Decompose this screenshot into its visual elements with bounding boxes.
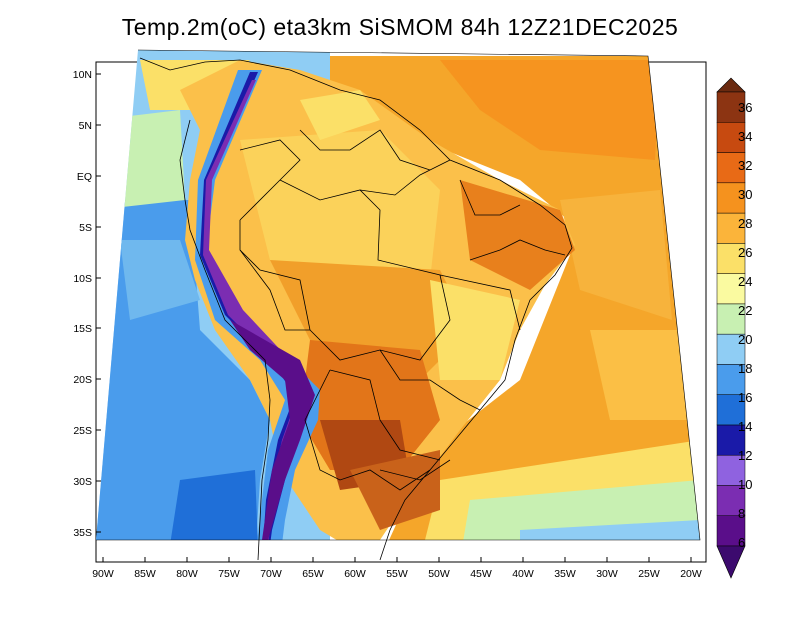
colorbar-label: 22 (738, 303, 752, 318)
colorbar-swatches (716, 91, 746, 547)
colorbar-label: 12 (738, 448, 752, 463)
lon-label: 55W (386, 568, 408, 580)
lon-label: 40W (512, 568, 534, 580)
colorbar-swatch (716, 515, 746, 547)
colorbar-swatch (716, 303, 746, 335)
colorbar-label: 32 (738, 158, 752, 173)
colorbar-label: 8 (738, 506, 745, 521)
lon-label: 60W (344, 568, 366, 580)
lon-label: 90W (92, 568, 114, 580)
colorbar-swatch (716, 333, 746, 365)
lat-label: 10S (73, 273, 92, 285)
temperature-field (96, 50, 700, 540)
lon-label: 20W (680, 568, 702, 580)
colorbar-swatch (716, 122, 746, 153)
colorbar-over-arrow (716, 77, 746, 93)
lon-label: 85W (134, 568, 156, 580)
lon-label: 75W (218, 568, 240, 580)
colorbar-label: 30 (738, 187, 752, 202)
colorbar-label: 34 (738, 129, 752, 144)
colorbar-swatch (716, 243, 746, 274)
colorbar-label: 20 (738, 332, 752, 347)
colorbar-under-arrow (716, 545, 746, 579)
lon-label: 30W (596, 568, 618, 580)
lat-label: 20S (73, 374, 92, 386)
colorbar-label: 28 (738, 216, 752, 231)
colorbar-label: 10 (738, 477, 752, 492)
colorbar-swatch (716, 91, 746, 123)
coastlines-and-borders (139, 57, 573, 561)
lat-label: 25S (73, 425, 92, 437)
colorbar-swatch (716, 485, 746, 516)
domain-edge (96, 49, 701, 541)
colorbar-swatch (716, 394, 746, 426)
colorbar-label: 24 (738, 274, 752, 289)
lat-label: 35S (73, 527, 92, 539)
colorbar-label: 36 (738, 100, 752, 115)
lat-label: 5N (79, 120, 92, 132)
lat-label: 10N (73, 69, 92, 81)
lon-label: 35W (554, 568, 576, 580)
colorbar-label: 16 (738, 390, 752, 405)
map-title: Temp.2m(oC) eta3km SiSMOM 84h 12Z21DEC20… (121, 14, 679, 40)
lon-label: 25W (638, 568, 660, 580)
colorbar-swatch (716, 273, 746, 305)
colorbar-label: 14 (738, 419, 752, 434)
latitude-axis: 10N 5N EQ 5S 10S 15S 20S 25S 30S 35S (73, 69, 101, 539)
colorbar-swatch (716, 212, 746, 244)
colorbar-swatch (716, 364, 746, 395)
lat-label: 30S (73, 476, 92, 488)
lat-label: EQ (77, 171, 92, 183)
colorbar: 36 34 32 30 28 26 24 22 20 18 16 14 12 1… (716, 77, 752, 579)
lon-label: 45W (470, 568, 492, 580)
colorbar-label: 6 (738, 535, 745, 550)
lat-label: 5S (79, 222, 92, 234)
colorbar-label: 26 (738, 245, 752, 260)
longitude-axis: 90W 85W 80W 75W 70W 65W 60W 55W 50W 45W … (92, 557, 702, 580)
lon-label: 80W (176, 568, 198, 580)
lat-label: 15S (73, 323, 92, 335)
colorbar-label: 18 (738, 361, 752, 376)
lon-label: 70W (260, 568, 282, 580)
lon-label: 50W (428, 568, 450, 580)
lon-label: 65W (302, 568, 324, 580)
